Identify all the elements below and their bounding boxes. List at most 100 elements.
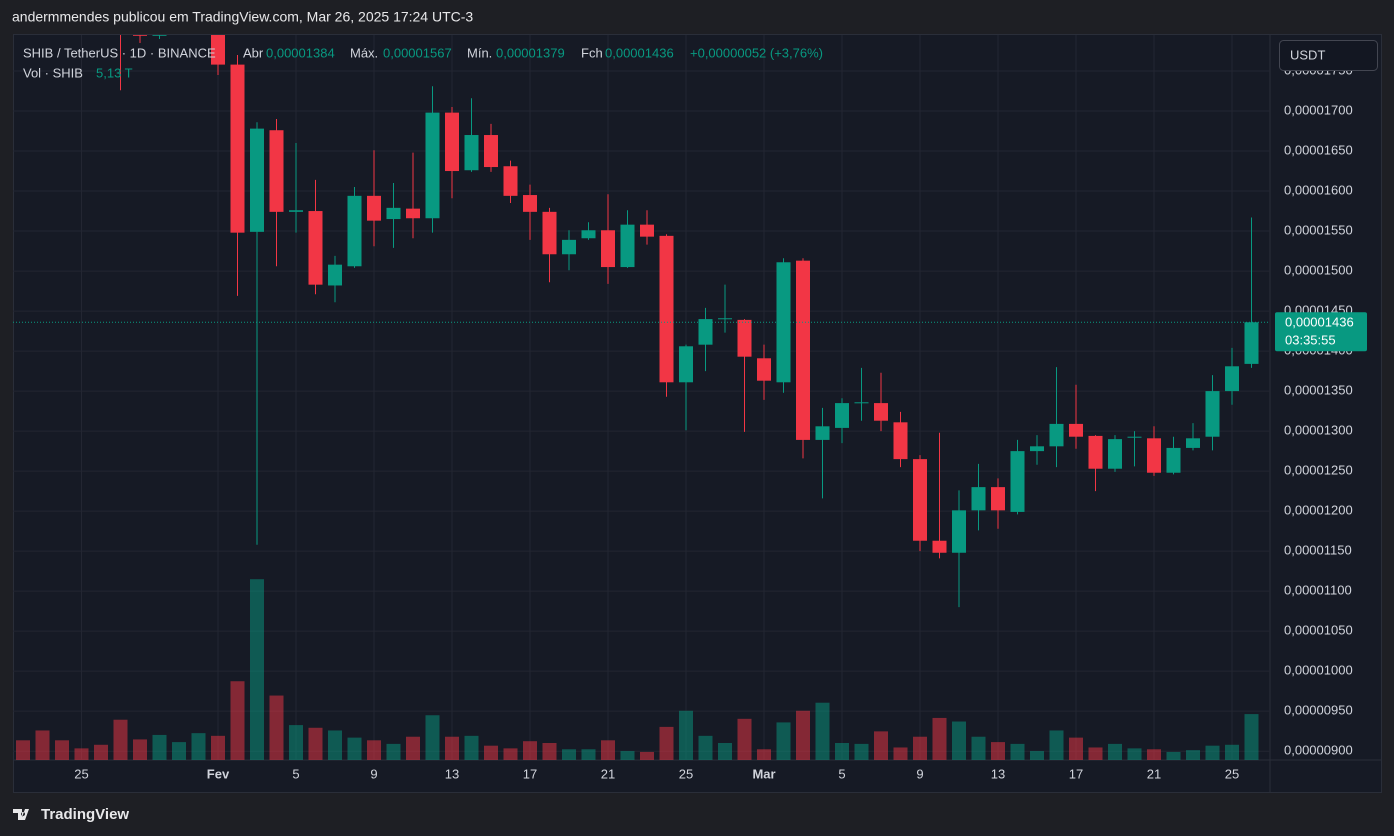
candle-body xyxy=(1186,438,1200,448)
volume-bar xyxy=(445,736,459,760)
candle-body xyxy=(308,211,323,285)
candle-body xyxy=(1205,391,1220,437)
candle-body xyxy=(386,207,401,220)
candle-body xyxy=(562,239,576,255)
y-tick-label: 0,00001650 xyxy=(1284,142,1353,157)
volume-bar xyxy=(952,721,966,760)
volume-bar xyxy=(94,744,108,760)
volume-bar xyxy=(1108,743,1122,760)
x-tick-label: 5 xyxy=(838,766,845,781)
volume-bar xyxy=(581,749,596,760)
currency-button[interactable] xyxy=(1279,40,1378,71)
volume-bar xyxy=(796,710,810,760)
y-tick-label: 0,00001050 xyxy=(1284,623,1353,638)
candle-body xyxy=(347,195,362,267)
y-tick-label: 0,00001150 xyxy=(1284,543,1352,558)
candle-body xyxy=(932,540,947,553)
y-tick-label: 0,00001600 xyxy=(1284,182,1353,197)
low-label: Mín. xyxy=(467,45,492,60)
candle-body xyxy=(503,166,518,196)
volume-bar xyxy=(133,739,147,760)
y-tick-label: 0,00001500 xyxy=(1284,263,1353,278)
volume-bar xyxy=(1010,743,1025,760)
candle-body xyxy=(269,130,284,212)
volume-bar xyxy=(679,710,693,760)
candle-body xyxy=(523,195,537,212)
volume-bar xyxy=(191,733,206,760)
x-tick-label: 17 xyxy=(1069,766,1083,781)
axes: 0,00000900 0,00000950 0,00001000 0,00001050… xyxy=(74,62,1367,781)
candle-body xyxy=(737,319,752,357)
candle-body xyxy=(796,260,810,440)
volume-bar xyxy=(289,725,303,760)
candle-body xyxy=(913,459,927,541)
volume-bar xyxy=(211,735,225,760)
volume-bar xyxy=(250,579,264,760)
volume-bar xyxy=(1205,745,1220,760)
volume-bar xyxy=(1244,714,1259,760)
candle-body xyxy=(815,426,830,440)
volume-bar xyxy=(737,718,752,760)
change-value: +0,00000052 (+3,76%) xyxy=(690,45,823,60)
y-tick-label: 0,00001100 xyxy=(1284,583,1352,598)
volume-bar xyxy=(874,731,888,760)
volume-bar xyxy=(74,748,89,760)
volume-bar xyxy=(1186,750,1200,760)
volume-bar xyxy=(854,743,869,760)
candle-body xyxy=(250,128,264,232)
candle-body xyxy=(425,112,440,219)
candle-body xyxy=(1088,435,1103,469)
y-tick-label: 0,00001550 xyxy=(1284,222,1353,237)
volume-bar xyxy=(893,747,908,760)
symbol: SHIB / TetherUS · 1D · BINANCE xyxy=(23,45,216,60)
candle-body xyxy=(835,403,849,428)
volume-bar xyxy=(601,740,615,760)
volume-bar xyxy=(35,730,50,760)
candle-body xyxy=(484,135,498,168)
volume-bar xyxy=(308,727,323,760)
volume-bar xyxy=(406,736,420,760)
volume-bar xyxy=(328,730,342,760)
candle-body xyxy=(1127,436,1142,438)
candle-body xyxy=(1010,451,1025,512)
footer-brand: TradingView xyxy=(41,806,129,823)
x-tick-label: Mar xyxy=(752,766,775,781)
candle-body xyxy=(679,346,693,383)
volume-bar xyxy=(698,735,713,760)
y-tick-label: 0,00001200 xyxy=(1284,503,1353,518)
candle-body xyxy=(1030,446,1044,452)
candle-body xyxy=(991,487,1005,511)
candle-body xyxy=(133,35,147,36)
volume-bar xyxy=(269,695,284,760)
volume-bar xyxy=(971,736,986,760)
x-tick-label: Fev xyxy=(207,766,230,781)
volume-bar xyxy=(1088,747,1103,760)
candle-body xyxy=(698,319,713,345)
candle-body xyxy=(757,358,771,381)
candle-body xyxy=(776,262,791,383)
volume-bar xyxy=(425,715,440,760)
volume-bar xyxy=(55,740,69,760)
volume-bar xyxy=(815,702,830,760)
x-tick-label: 5 xyxy=(292,766,299,781)
volume-bar xyxy=(659,726,674,760)
volume-bar xyxy=(932,717,947,760)
x-tick-label: 25 xyxy=(74,766,88,781)
x-tick-label: 9 xyxy=(370,766,377,781)
candle-body xyxy=(718,318,732,320)
volume-bar xyxy=(835,742,849,760)
volume-bar xyxy=(152,734,167,760)
candle-body xyxy=(893,422,908,460)
volume-bar xyxy=(542,742,557,760)
volume-bar xyxy=(230,681,245,760)
volume-bar xyxy=(718,742,732,760)
volume-bar xyxy=(347,737,362,760)
volume-bar xyxy=(562,749,576,760)
legend: SHIB / TetherUS · 1D · BINANCE Abr 0,000… xyxy=(23,45,823,80)
candle-body xyxy=(601,230,615,268)
currency[interactable]: USDT xyxy=(1290,47,1325,62)
x-tick-label: 21 xyxy=(1147,766,1161,781)
candle-body xyxy=(152,35,167,36)
volume-bar xyxy=(1147,749,1161,760)
